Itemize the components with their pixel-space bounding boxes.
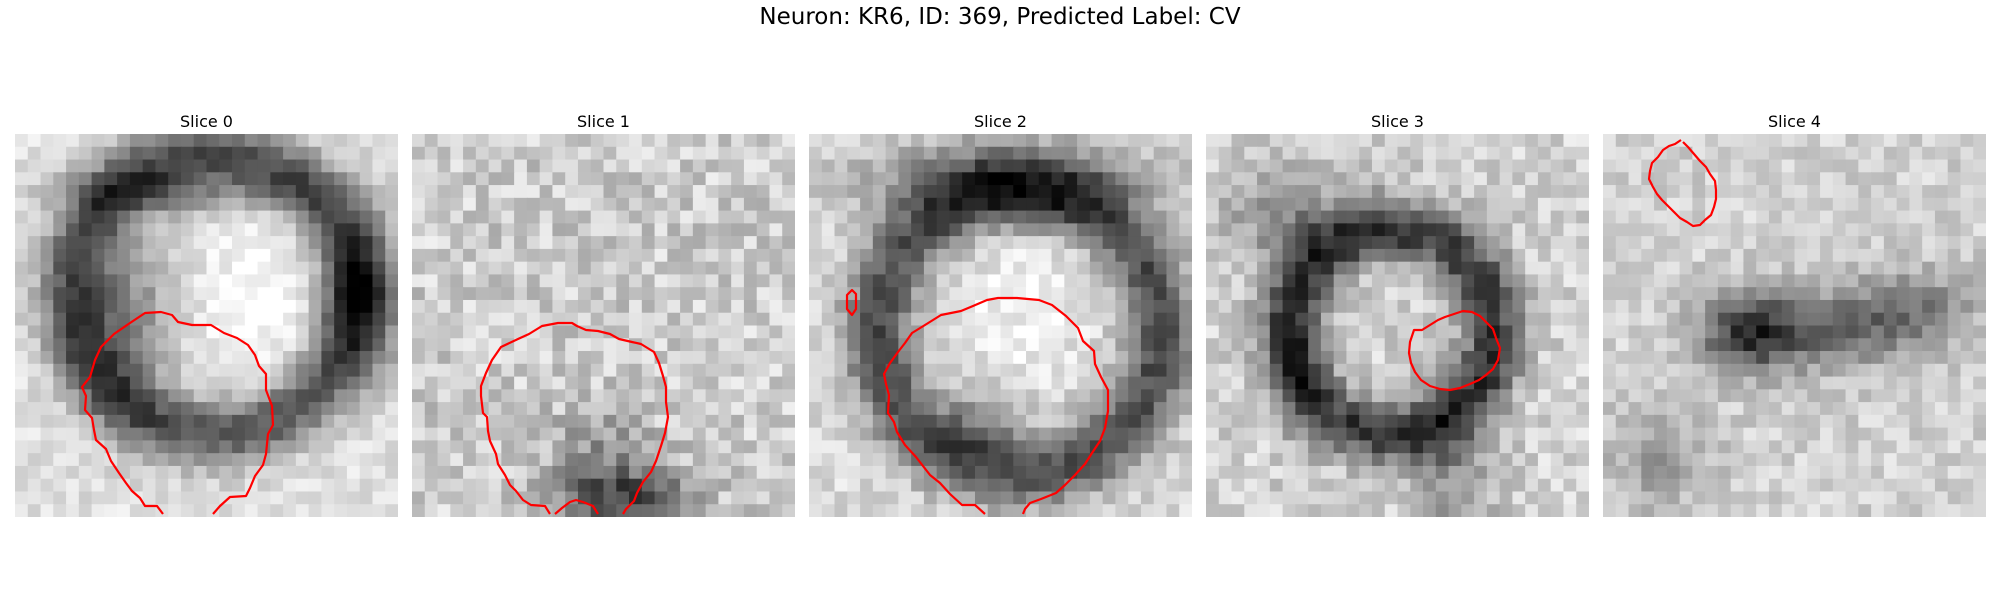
slice-1-image [412, 134, 795, 517]
slice-panel-4: Slice 4 [1603, 111, 1986, 133]
slice-title: Slice 1 [412, 111, 795, 133]
slice-2-image [809, 134, 1192, 517]
slice-3-image [1206, 134, 1589, 517]
slice-panel-3: Slice 3 [1206, 111, 1589, 133]
slice-image [809, 134, 1192, 517]
slice-image [15, 134, 398, 517]
slice-0-image [15, 134, 398, 517]
slice-image [412, 134, 795, 517]
slice-4-image [1603, 134, 1986, 517]
slice-image [1206, 134, 1589, 517]
slice-panel-1: Slice 1 [412, 111, 795, 133]
slice-panel-2: Slice 2 [809, 111, 1192, 133]
slice-image [1603, 134, 1986, 517]
slice-title: Slice 0 [15, 111, 398, 133]
slice-title: Slice 3 [1206, 111, 1589, 133]
slice-title: Slice 4 [1603, 111, 1986, 133]
slice-title: Slice 2 [809, 111, 1192, 133]
figure-title: Neuron: KR6, ID: 369, Predicted Label: C… [0, 4, 2000, 30]
slice-panel-0: Slice 0 [15, 111, 398, 133]
